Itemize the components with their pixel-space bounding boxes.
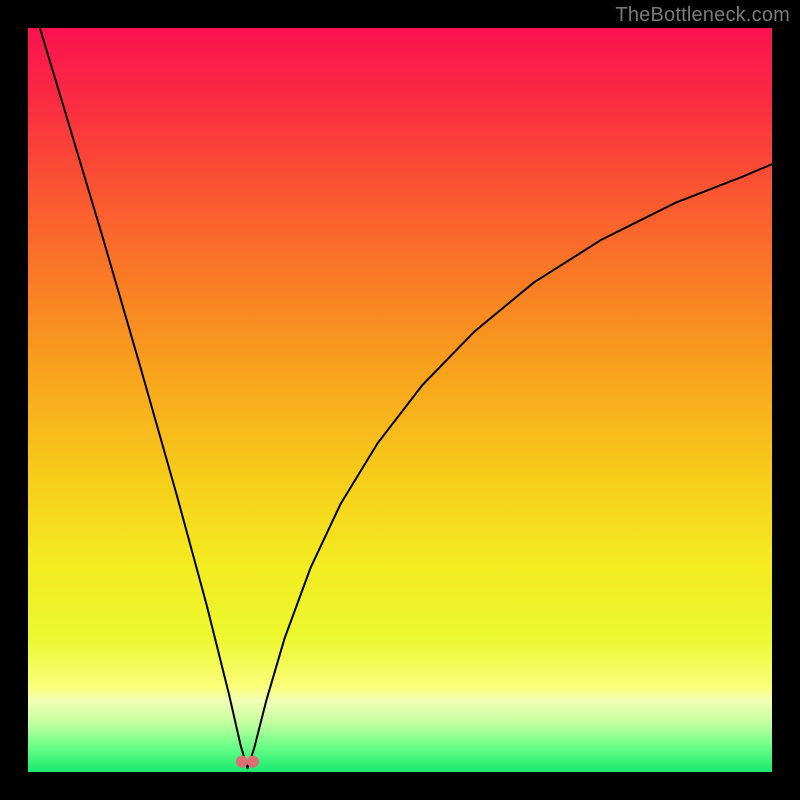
curve-minimum-marker [236, 756, 248, 768]
chart-container: TheBottleneck.com [0, 0, 800, 800]
curve-minimum-marker [247, 756, 259, 768]
watermark-label: TheBottleneck.com [615, 4, 790, 27]
bottleneck-curve-chart [0, 0, 800, 800]
plot-background [28, 28, 772, 772]
